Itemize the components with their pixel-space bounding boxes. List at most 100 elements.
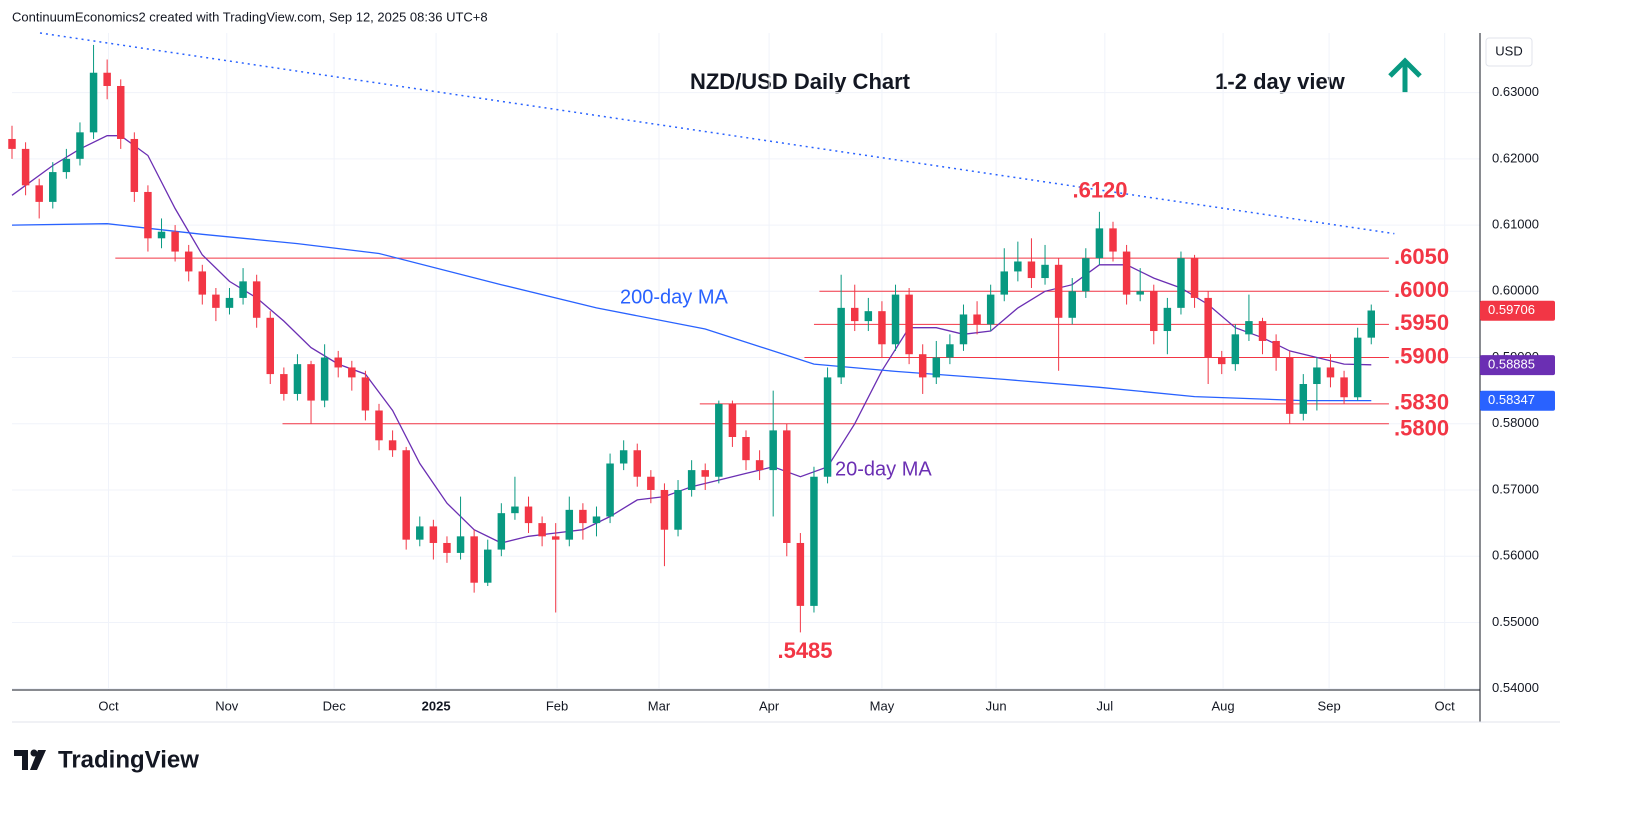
candle-body [157,231,166,239]
price-badge [1480,355,1555,376]
candle-body [796,542,805,606]
candle-body [416,526,424,540]
candle-body [592,516,601,524]
candle-body [1353,337,1362,398]
candle-body [1367,310,1375,338]
level-label: .5900 [1394,343,1449,368]
candle-body [348,367,356,378]
candle-body [1340,377,1348,398]
price-badge-label: 0.59706 [1488,302,1535,317]
candle-body [1150,291,1158,332]
candle-body [742,437,750,461]
candle-body [1218,357,1226,365]
candle-body [810,476,818,606]
candle-body [320,357,329,401]
candle-body [1245,321,1253,335]
candle-body [76,132,84,159]
candle-body [239,281,247,298]
y-tick-label: 0.62000 [1492,150,1539,165]
candle-body [647,476,655,490]
candle-body [918,354,927,378]
x-tick-label: Jun [986,698,1007,713]
candle-body [1231,334,1240,365]
candle-body [674,489,682,530]
candle-body [252,281,261,318]
candle-body [1136,291,1144,295]
candle-body [769,430,777,471]
candle-body [171,231,179,252]
x-tick-label: Mar [648,698,671,713]
candle-body [293,364,302,394]
candle-body [1014,261,1022,272]
level-label: .5800 [1394,416,1449,441]
x-tick-label: Dec [323,698,347,713]
candle-body [497,513,506,550]
candle-body [1082,258,1090,292]
x-tick-label: Nov [215,698,239,713]
candle-body [755,460,764,471]
candle-body [117,85,125,139]
candle-body [1258,321,1267,341]
candle-body [864,311,873,322]
candle-body [565,509,574,540]
candle-body [429,526,438,543]
trendline [39,32,1395,235]
candle-body [524,506,533,524]
candle-body [266,317,274,375]
candle-body [1122,251,1131,295]
y-tick-label: 0.63000 [1492,84,1539,99]
y-tick-label: 0.56000 [1492,548,1539,563]
x-tick-label: Oct [1435,698,1456,713]
candle-body [184,251,193,272]
candle-body [35,185,43,202]
candle-body [728,403,737,438]
x-tick-label: 2025 [422,698,451,713]
candle-body [334,357,342,368]
candle-body [130,138,139,192]
candle-body [1163,307,1172,332]
candle-body [388,440,397,451]
y-tick-label: 0.54000 [1492,680,1539,695]
candle-body [225,297,234,308]
candle-body [1068,291,1076,318]
candle-body [1177,258,1185,308]
candle-body [878,311,886,345]
candle-body [579,509,587,524]
candle-body [103,72,111,86]
candle-body [538,523,546,537]
y-tick-label: 0.57000 [1492,481,1539,496]
annotation: .6120 [1072,178,1127,203]
header: ContinuumEconomics2 created with Trading… [12,9,488,24]
y-tick-label: 0.60000 [1492,283,1539,298]
ma-label: 20-day MA [835,458,932,480]
candle-body [1027,261,1036,279]
candle-body [198,271,207,295]
candle-body [619,450,628,464]
level-label: .5950 [1394,310,1449,335]
candle-body [932,357,941,378]
x-tick-label: Oct [98,698,119,713]
y-tick-label: 0.55000 [1492,614,1539,629]
candle-body [1204,297,1212,358]
candle-body [484,549,492,583]
candle-body [946,344,954,358]
price-badge-label: 0.58885 [1488,357,1535,372]
candle-body [660,489,669,530]
chart-title: NZD/USD Daily Chart [690,69,911,94]
x-tick-label: Jul [1097,698,1114,713]
candle-body [511,506,519,514]
up-arrow [1388,57,1422,93]
candle-body [307,364,315,401]
candle-body [1054,264,1063,318]
candle-body [402,450,410,540]
x-tick-label: Apr [759,698,780,713]
candle-body [1272,340,1280,358]
candle-body [891,294,900,345]
level-label: .5830 [1394,390,1449,415]
candle-body [687,470,696,490]
candle-body [1299,384,1308,414]
candle-body [633,450,641,477]
candle-body [851,307,859,322]
chart-subtitle: 1-2 day view [1215,69,1346,94]
currency-box [1485,37,1533,67]
